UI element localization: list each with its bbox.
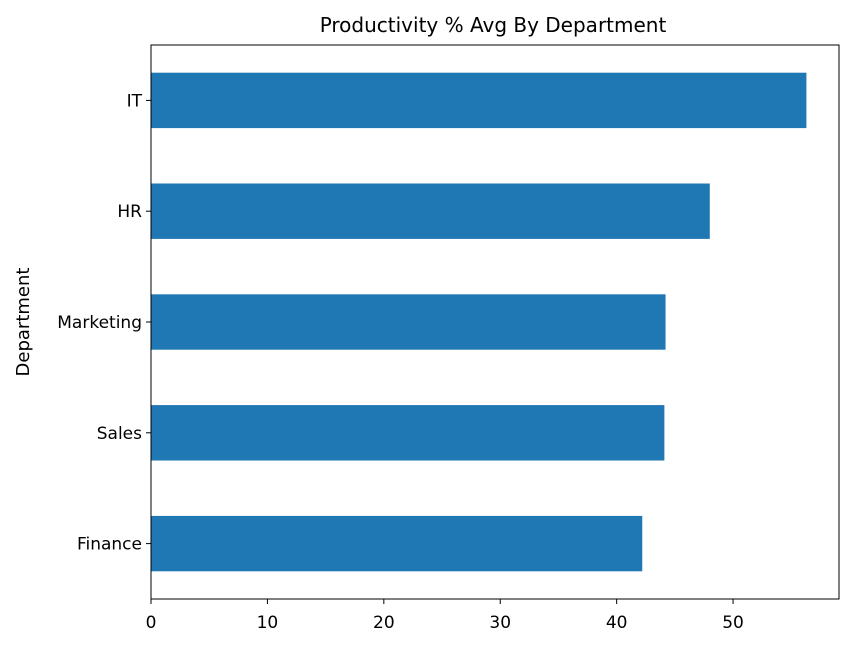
plot-frame	[150, 44, 840, 600]
x-tick-label: 30	[489, 613, 511, 633]
bars	[151, 72, 807, 572]
bar-it	[151, 72, 807, 129]
y-tick-label: HR	[117, 202, 142, 222]
bar-finance	[151, 515, 643, 572]
ticks: Finance Sales Marketing HR IT 0 10 20 30 40 50	[57, 91, 744, 633]
y-axis-label: Department	[13, 268, 34, 377]
bar-hr	[151, 183, 710, 239]
x-tick-label: 0	[146, 613, 157, 633]
x-tick-label: 40	[606, 613, 628, 633]
y-tick-label: IT	[127, 91, 143, 111]
y-tick-label: Marketing	[57, 313, 142, 333]
y-tick-label: Sales	[97, 424, 142, 444]
x-tick-label: 50	[722, 613, 744, 633]
x-tick-label: 20	[373, 613, 395, 633]
y-tick-label: Finance	[77, 535, 142, 555]
bar-marketing	[151, 294, 666, 350]
x-tick-label: 10	[257, 613, 279, 633]
chart-title: Productivity % Avg By Department	[320, 13, 667, 37]
bar-sales	[151, 405, 665, 461]
